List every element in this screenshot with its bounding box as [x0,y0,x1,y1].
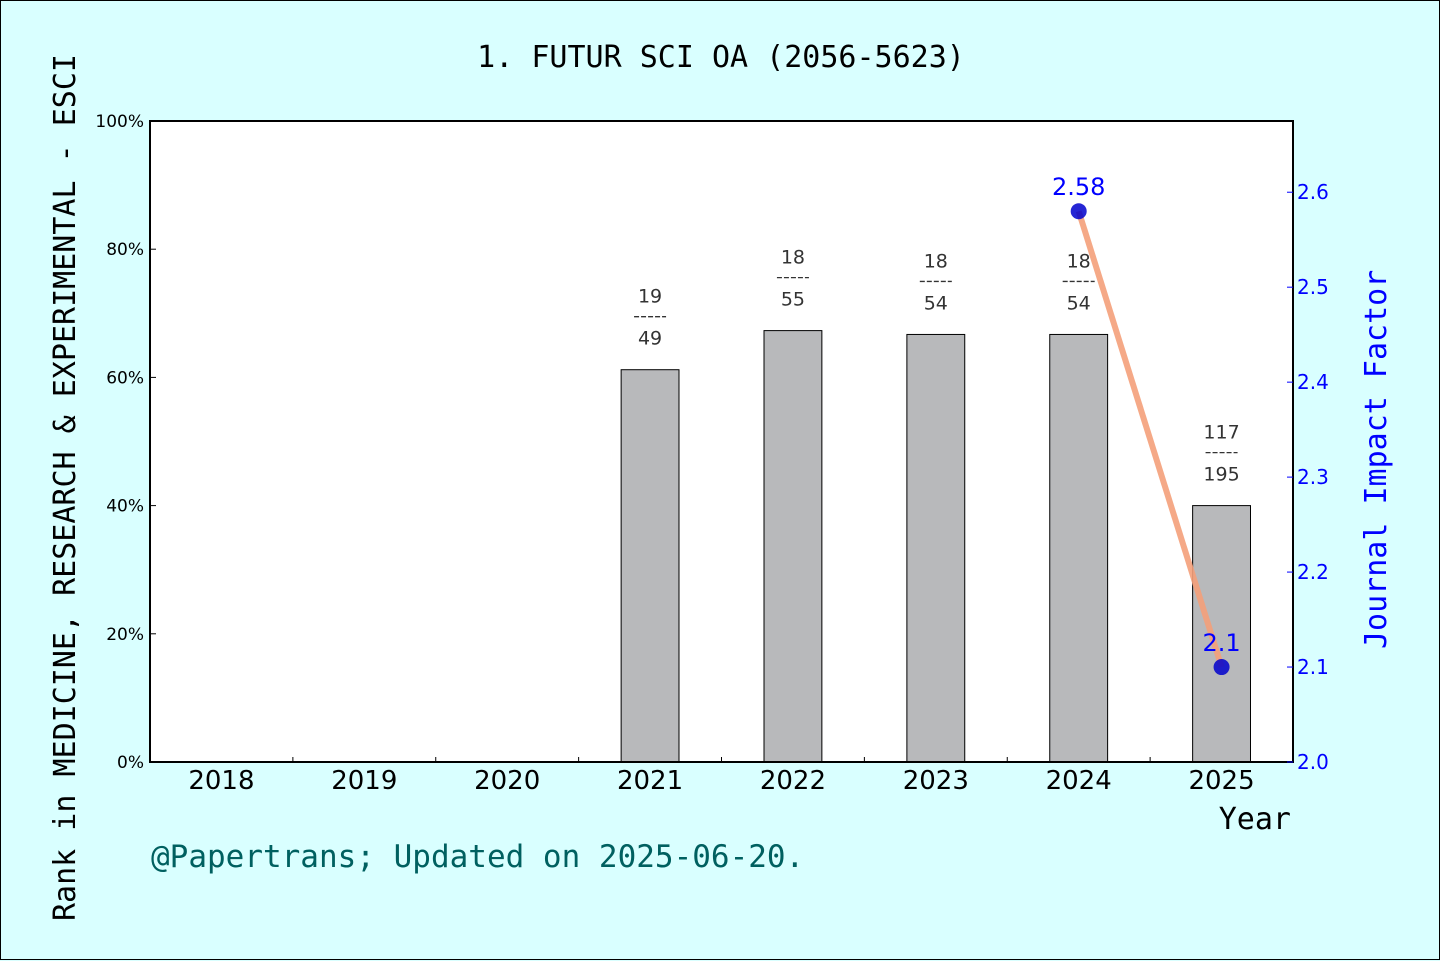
x-tick-label: 2019 [331,766,397,796]
jif-point-label: 2.58 [1052,173,1105,201]
bar-2021 [620,369,680,763]
bar-rank-label: 117 [1203,422,1239,444]
bar-rank-label: 18 [781,247,805,269]
chart-title: 1. FUTUR SCI OA (2056-5623) [477,40,965,75]
jif-line [1075,210,1225,668]
left-tick-label: 20% [106,625,144,645]
plot-area [150,121,1293,762]
bar-rank-label: 18 [924,250,948,272]
left-tick-label: 40% [106,497,144,517]
left-tick-label: 0% [117,753,144,773]
bar-2022 [763,330,823,763]
x-tick-label: 2020 [474,766,540,796]
left-tick-label: 60% [106,368,144,388]
bar-rank-label: 18 [1067,250,1091,272]
left-tick-label: 100% [95,112,144,132]
right-tick-label: 2.0 [1297,750,1329,774]
bar-total-label: 54 [924,292,948,314]
x-tick-label: 2021 [617,766,683,796]
x-axis: 2018 2019 2020 2021 2022 2023 2024 2025 [188,757,1255,796]
bar-2025 [1192,505,1251,763]
left-axis: 0% 20% 40% 60% 80% 100% [95,112,156,773]
right-tick-label: 2.6 [1297,180,1329,204]
bars-group [620,330,1251,763]
bar-total-label: 195 [1203,464,1239,486]
x-tick-label: 2018 [188,766,254,796]
footer-credit: @Papertrans; Updated on 2025-06-20. [151,839,804,875]
bar-total-label: 55 [781,289,805,311]
bar-total-label: 54 [1067,292,1091,314]
right-tick-label: 2.2 [1297,560,1329,584]
left-tick-label: 80% [106,240,144,260]
bar-2024 [1049,333,1109,763]
x-tick-label: 2025 [1188,766,1254,796]
right-axis: 2.0 2.1 2.2 2.3 2.4 2.5 2.6 [1287,180,1329,774]
x-tick-label: 2024 [1046,766,1112,796]
right-tick-label: 2.1 [1297,655,1329,679]
y-axis-label-right: Journal Impact Factor [1359,270,1394,649]
right-tick-label: 2.4 [1297,370,1329,394]
bar-rank-label: 19 [638,286,662,308]
x-axis-label: Year [1219,802,1291,837]
jif-line-group: 2.58 2.1 [1052,173,1241,676]
y-axis-label-left: Rank in MEDICINE, RESEARCH & EXPERIMENTA… [48,54,83,921]
jif-point-label: 2.1 [1202,629,1240,657]
x-tick-label: 2023 [903,766,969,796]
bar-labels-group: 19 49 18 55 18 54 18 54 117 195 [634,247,1240,486]
jif-point [1070,203,1087,220]
jif-point [1213,659,1230,676]
bar-total-label: 49 [638,328,662,350]
right-tick-label: 2.3 [1297,465,1329,489]
x-tick-label: 2022 [760,766,826,796]
bar-2023 [906,333,966,763]
right-tick-label: 2.5 [1297,275,1329,299]
